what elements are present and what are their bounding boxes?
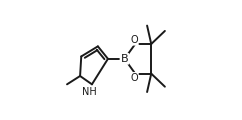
Text: O: O	[131, 73, 138, 83]
Text: O: O	[131, 35, 138, 45]
Text: B: B	[121, 54, 128, 64]
Text: NH: NH	[82, 87, 96, 97]
